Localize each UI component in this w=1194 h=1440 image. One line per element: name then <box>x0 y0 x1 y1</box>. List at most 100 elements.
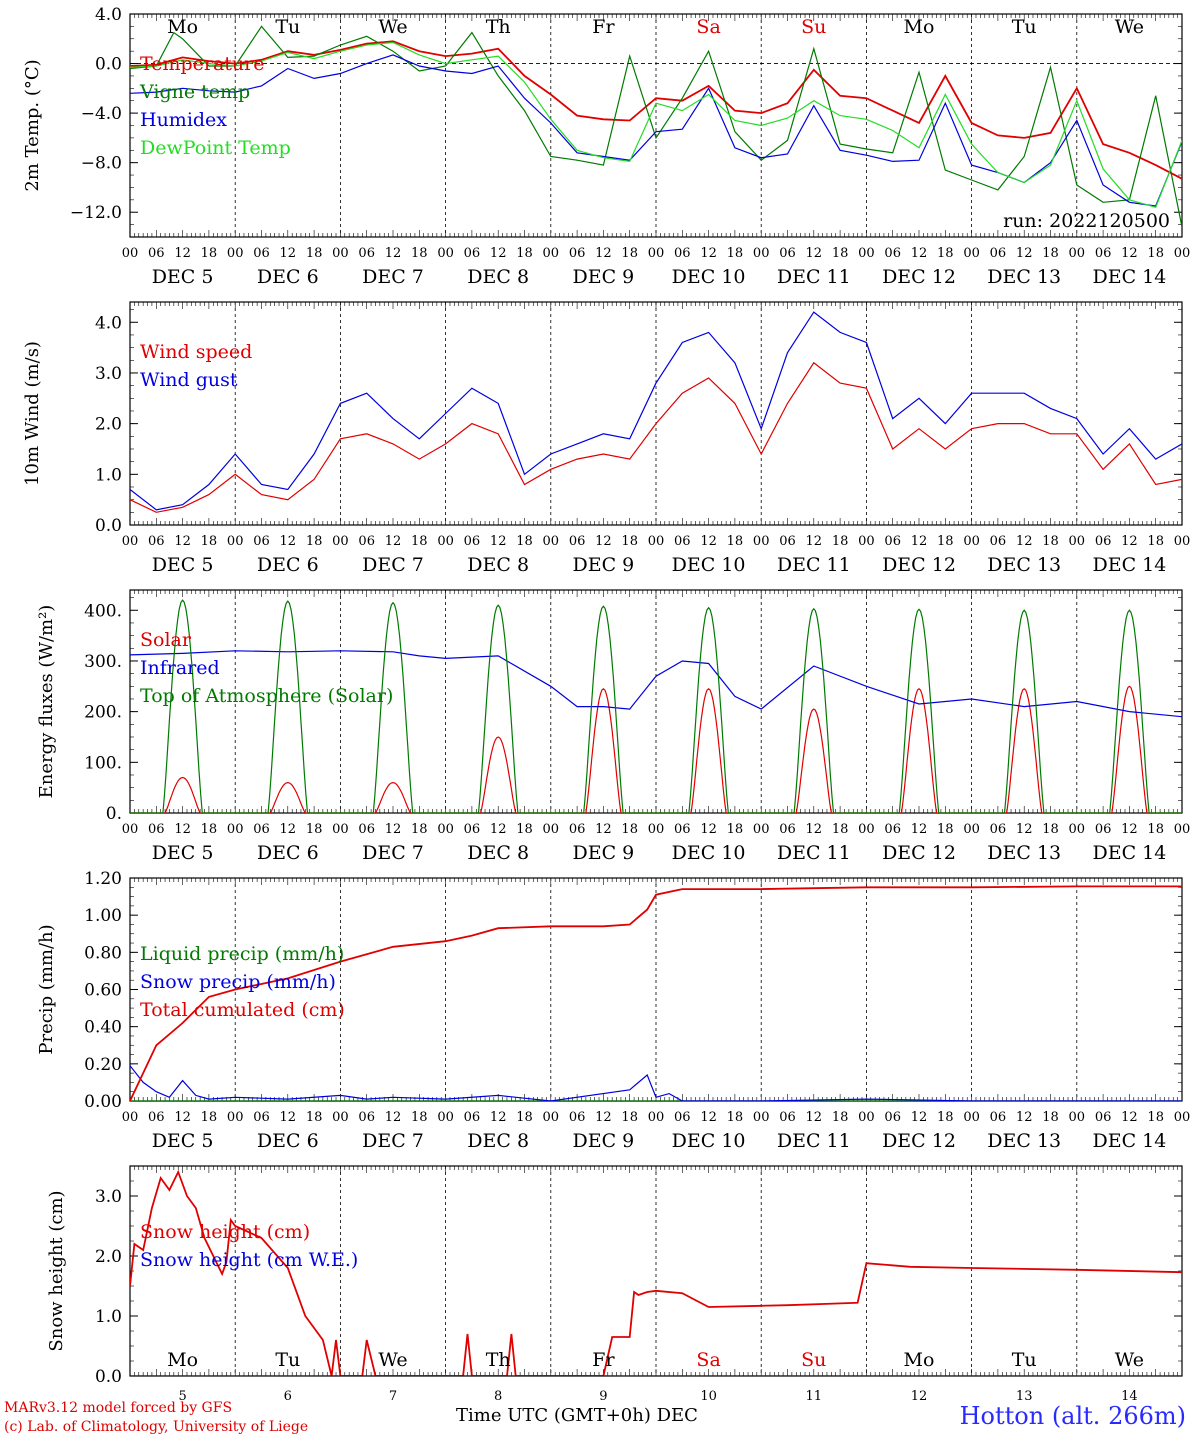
y-axis-label: Energy fluxes (W/m²) <box>36 605 57 799</box>
x-hour-label: 18 <box>727 822 744 837</box>
x-hour-label: 06 <box>358 1110 375 1125</box>
x-hour-label: 06 <box>884 822 901 837</box>
run-label: run: 2022120500 <box>1003 210 1170 232</box>
x-hour-label: 06 <box>884 246 901 261</box>
x-hour-label: 18 <box>306 822 323 837</box>
x-date-label: DEC 12 <box>882 266 956 288</box>
x-hour-label: 12 <box>595 822 612 837</box>
x-hour-label: 06 <box>884 1110 901 1125</box>
x-hour-label: 06 <box>569 1110 586 1125</box>
x-hour-label: 18 <box>411 534 428 549</box>
x-hour-label: 06 <box>674 1110 691 1125</box>
panel-5 <box>129 1165 1183 1377</box>
x-hour-label: 18 <box>621 246 638 261</box>
x-date-label: DEC 5 <box>152 1130 214 1152</box>
y-tick-label: 0.00 <box>84 1092 122 1112</box>
y-tick-label: 1.20 <box>84 869 122 889</box>
legend-entry: Vigne temp <box>139 81 250 103</box>
panel-4 <box>129 877 1183 1102</box>
x-hour-label: 00 <box>1174 1110 1191 1125</box>
x-hour-label: 18 <box>1147 246 1164 261</box>
y-tick-label: 0.20 <box>84 1055 122 1075</box>
x-hour-label: 18 <box>306 1110 323 1125</box>
y-tick-label: 100. <box>84 753 122 773</box>
x-hour-label: 18 <box>201 246 218 261</box>
y-tick-label: 0.0 <box>95 55 122 75</box>
x-hour-label: 12 <box>911 246 928 261</box>
x-hour-label: 00 <box>1069 246 1086 261</box>
day-abbrev: Tu <box>1012 1349 1037 1371</box>
x-day-number: 14 <box>1121 1389 1138 1404</box>
x-hour-label: 00 <box>543 246 560 261</box>
x-hour-label: 12 <box>174 1110 191 1125</box>
x-hour-label: 18 <box>201 1110 218 1125</box>
x-axis-title: Time UTC (GMT+0h) DEC <box>456 1405 698 1426</box>
legend-entry: Wind speed <box>140 341 252 363</box>
x-hour-label: 18 <box>411 822 428 837</box>
x-date-label: DEC 11 <box>777 1130 851 1152</box>
series-line <box>130 650 1182 718</box>
x-hour-label: 06 <box>779 1110 796 1125</box>
x-hour-label: 06 <box>990 1110 1007 1125</box>
legend-entry: Snow precip (mm/h) <box>140 971 336 993</box>
x-hour-label: 18 <box>1042 1110 1059 1125</box>
x-hour-label: 06 <box>148 822 165 837</box>
day-abbrev: Su <box>801 16 826 38</box>
x-hour-label: 06 <box>569 822 586 837</box>
x-hour-label: 00 <box>753 822 770 837</box>
x-date-label: DEC 6 <box>257 266 319 288</box>
x-hour-label: 18 <box>306 534 323 549</box>
day-abbrev: We <box>1115 16 1144 38</box>
x-hour-label: 18 <box>937 246 954 261</box>
y-axis-label: 10m Wind (m/s) <box>22 341 43 486</box>
x-hour-label: 18 <box>516 822 533 837</box>
x-hour-label: 00 <box>1069 534 1086 549</box>
x-hour-label: 12 <box>280 1110 297 1125</box>
x-hour-label: 18 <box>516 246 533 261</box>
y-tick-label: 2.0 <box>95 1247 122 1267</box>
x-hour-label: 00 <box>753 534 770 549</box>
x-hour-label: 12 <box>280 822 297 837</box>
x-hour-label: 18 <box>201 534 218 549</box>
x-hour-label: 12 <box>911 534 928 549</box>
y-tick-label: 0.60 <box>84 981 122 1001</box>
day-abbrev: Tu <box>1012 16 1037 38</box>
y-tick-label: 2.0 <box>95 415 122 435</box>
x-date-label: DEC 8 <box>467 842 529 864</box>
x-hour-label: 12 <box>1016 1110 1033 1125</box>
x-hour-label: 06 <box>464 246 481 261</box>
day-abbrev: Mo <box>904 16 935 38</box>
x-hour-label: 12 <box>806 822 823 837</box>
x-hour-label: 18 <box>1042 534 1059 549</box>
x-hour-label: 06 <box>1095 1110 1112 1125</box>
y-tick-label: −8.0 <box>81 154 122 174</box>
y-tick-label: −12.0 <box>70 203 122 223</box>
legend-entry: Humidex <box>140 109 227 131</box>
x-hour-label: 06 <box>1095 246 1112 261</box>
y-tick-label: −4.0 <box>81 104 122 124</box>
y-tick-label: 1.00 <box>84 906 122 926</box>
x-day-number: 7 <box>389 1389 397 1404</box>
x-hour-label: 12 <box>385 822 402 837</box>
x-date-label: DEC 6 <box>257 842 319 864</box>
x-hour-label: 18 <box>832 822 849 837</box>
x-hour-label: 00 <box>858 822 875 837</box>
x-hour-label: 06 <box>148 246 165 261</box>
x-hour-label: 06 <box>358 534 375 549</box>
y-tick-label: 4.0 <box>95 313 122 333</box>
day-abbrev: Mo <box>167 1349 198 1371</box>
x-hour-label: 12 <box>806 246 823 261</box>
x-hour-label: 06 <box>253 246 270 261</box>
x-day-number: 9 <box>599 1389 607 1404</box>
x-hour-label: 12 <box>1016 822 1033 837</box>
y-tick-label: 0.0 <box>95 1367 122 1387</box>
x-hour-label: 00 <box>122 534 139 549</box>
series-line <box>130 599 1182 813</box>
x-hour-label: 00 <box>858 246 875 261</box>
x-hour-label: 18 <box>411 246 428 261</box>
x-hour-label: 06 <box>674 822 691 837</box>
day-abbrev: We <box>378 1349 407 1371</box>
x-date-label: DEC 10 <box>672 554 746 576</box>
x-date-label: DEC 10 <box>672 842 746 864</box>
panel-3 <box>129 589 1183 814</box>
